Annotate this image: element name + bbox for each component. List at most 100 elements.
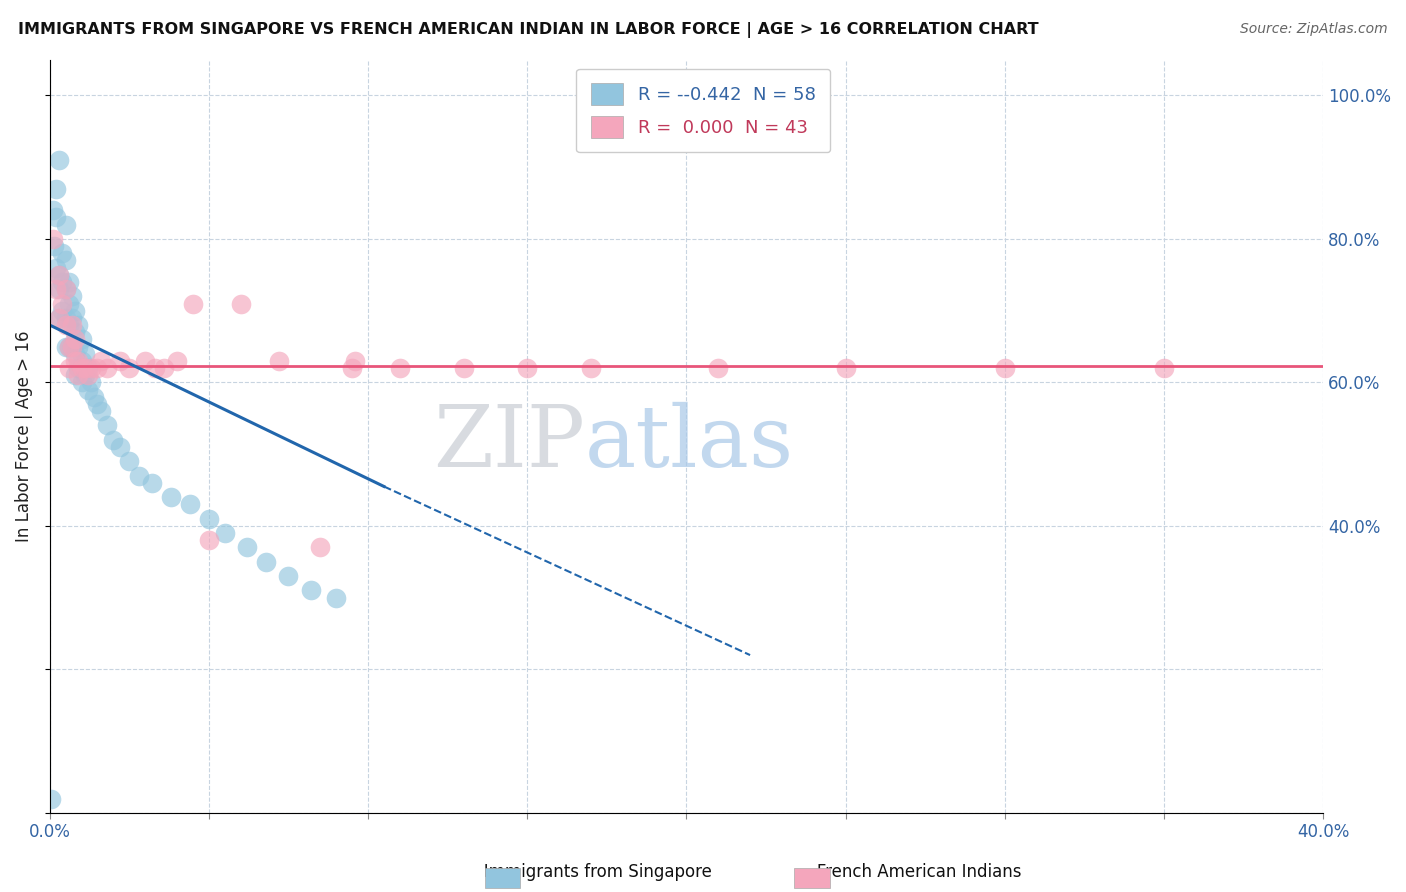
Point: [277, 569, 299, 583]
Point: [80, 361, 103, 376]
Point: [70, 361, 93, 376]
Point: [143, 361, 166, 376]
Point: [58, 296, 80, 310]
Y-axis label: In Labor Force | Age > 16: In Labor Force | Age > 16: [15, 331, 32, 542]
Point: [73, 368, 96, 383]
Point: [60, 340, 83, 354]
Text: Immigrants from Singapore                    French American Indians: Immigrants from Singapore French America…: [384, 863, 1022, 881]
Point: [58, 361, 80, 376]
Point: [179, 497, 201, 511]
Point: [67, 318, 90, 332]
Point: [63, 354, 86, 368]
Point: [1153, 361, 1175, 376]
Point: [70, 376, 93, 390]
Point: [344, 354, 367, 368]
Point: [134, 354, 156, 368]
Point: [42, 232, 65, 246]
Point: [67, 354, 90, 368]
Point: [108, 440, 131, 454]
Point: [51, 246, 73, 260]
Point: [67, 368, 90, 383]
Point: [80, 376, 103, 390]
Point: [48, 153, 70, 167]
Point: [45, 182, 67, 196]
Point: [236, 541, 259, 555]
Point: [60, 289, 83, 303]
Point: [118, 454, 141, 468]
Point: [108, 354, 131, 368]
Point: [90, 404, 112, 418]
Point: [63, 368, 86, 383]
Point: [44, 239, 66, 253]
Point: [309, 541, 332, 555]
Point: [39, 791, 62, 805]
Point: [42, 203, 65, 218]
Point: [181, 296, 204, 310]
Point: [73, 361, 96, 376]
Point: [96, 418, 118, 433]
Point: [516, 361, 538, 376]
Point: [48, 310, 70, 325]
Point: [58, 275, 80, 289]
Point: [299, 583, 322, 598]
Point: [55, 282, 77, 296]
Point: [141, 475, 163, 490]
Point: [834, 361, 856, 376]
Point: [63, 332, 86, 346]
Point: [198, 512, 221, 526]
Point: [73, 347, 96, 361]
Point: [60, 310, 83, 325]
Point: [55, 218, 77, 232]
Point: [267, 354, 290, 368]
Point: [48, 282, 70, 296]
Point: [229, 296, 252, 310]
Point: [45, 282, 67, 296]
Point: [67, 361, 90, 376]
Point: [67, 340, 90, 354]
Point: [55, 340, 77, 354]
Point: [70, 354, 93, 368]
Point: [707, 361, 730, 376]
Point: [214, 526, 236, 541]
Point: [48, 268, 70, 282]
Point: [45, 211, 67, 225]
Point: [58, 340, 80, 354]
Point: [166, 354, 188, 368]
Point: [340, 361, 363, 376]
Point: [118, 361, 141, 376]
Point: [86, 361, 108, 376]
Point: [994, 361, 1017, 376]
Point: [254, 555, 277, 569]
Point: [58, 318, 80, 332]
Point: [63, 347, 86, 361]
Point: [96, 361, 118, 376]
Point: [76, 383, 98, 397]
Point: [63, 303, 86, 318]
Point: [128, 468, 150, 483]
Point: [51, 303, 73, 318]
Point: [48, 310, 70, 325]
Point: [76, 361, 98, 376]
Point: [325, 591, 347, 605]
Point: [76, 368, 98, 383]
Point: [579, 361, 602, 376]
Point: [70, 332, 93, 346]
Point: [60, 340, 83, 354]
Point: [55, 282, 77, 296]
Point: [86, 397, 108, 411]
Point: [153, 361, 176, 376]
Point: [388, 361, 411, 376]
Text: atlas: atlas: [585, 402, 793, 485]
Point: [55, 253, 77, 268]
Point: [45, 260, 67, 275]
Point: [51, 296, 73, 310]
Legend: R = --0.442  N = 58, R =  0.000  N = 43: R = --0.442 N = 58, R = 0.000 N = 43: [576, 69, 830, 153]
Point: [60, 318, 83, 332]
Point: [159, 490, 181, 504]
Point: [55, 318, 77, 332]
Point: [198, 533, 221, 548]
Point: [103, 433, 125, 447]
Point: [58, 340, 80, 354]
Point: [453, 361, 475, 376]
Point: [51, 275, 73, 289]
